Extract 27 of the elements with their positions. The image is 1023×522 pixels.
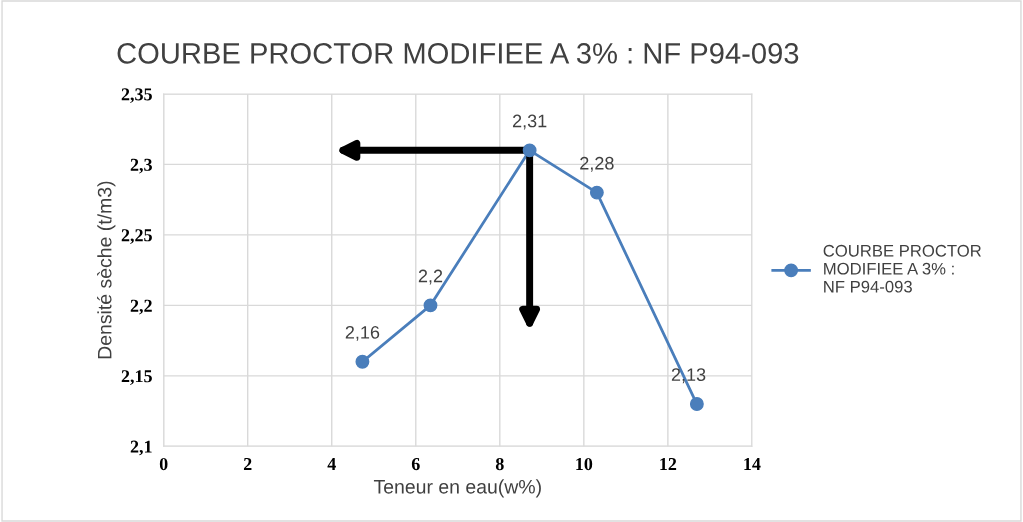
x-tick-label: 0 (159, 457, 168, 471)
y-axis-title: Densité sèche (t/m3) (97, 181, 116, 359)
y-tick-label: 2,35 (121, 88, 152, 104)
x-tick-label: 12 (660, 457, 677, 470)
x-tick-label: 14 (744, 458, 761, 470)
point (689, 397, 704, 411)
y-tick-label: 2,2 (130, 299, 152, 315)
x-tick-label: 8 (495, 457, 504, 471)
chart-title: COURBE PROCTOR MODIFIEE A 3% : NF P94-093 (117, 43, 799, 64)
x-tick-label: 6 (411, 457, 420, 471)
y-tick-label: 2,15 (121, 370, 152, 385)
x-tick-label: 10 (576, 457, 593, 471)
x-tick-label: 4 (327, 458, 336, 470)
point (522, 143, 537, 158)
text: 2,28 (580, 156, 614, 172)
point (423, 298, 438, 313)
point (589, 185, 604, 200)
y-tick-label: 2,3 (130, 158, 152, 174)
point (355, 354, 370, 369)
x-axis-title: Teneur en eau(w%) (373, 479, 541, 498)
text: 2,16 (345, 325, 380, 341)
x-tick-label: 2 (243, 457, 252, 470)
text: 2,2 (418, 269, 443, 285)
y-tick-label: 2,25 (121, 229, 152, 244)
text: 2,31 (512, 114, 547, 130)
y-tick-label: 2,1 (130, 440, 152, 456)
legend-label: COURBE PROCTOR MODIFIEE A 3% : NF P94-093 (823, 244, 981, 293)
